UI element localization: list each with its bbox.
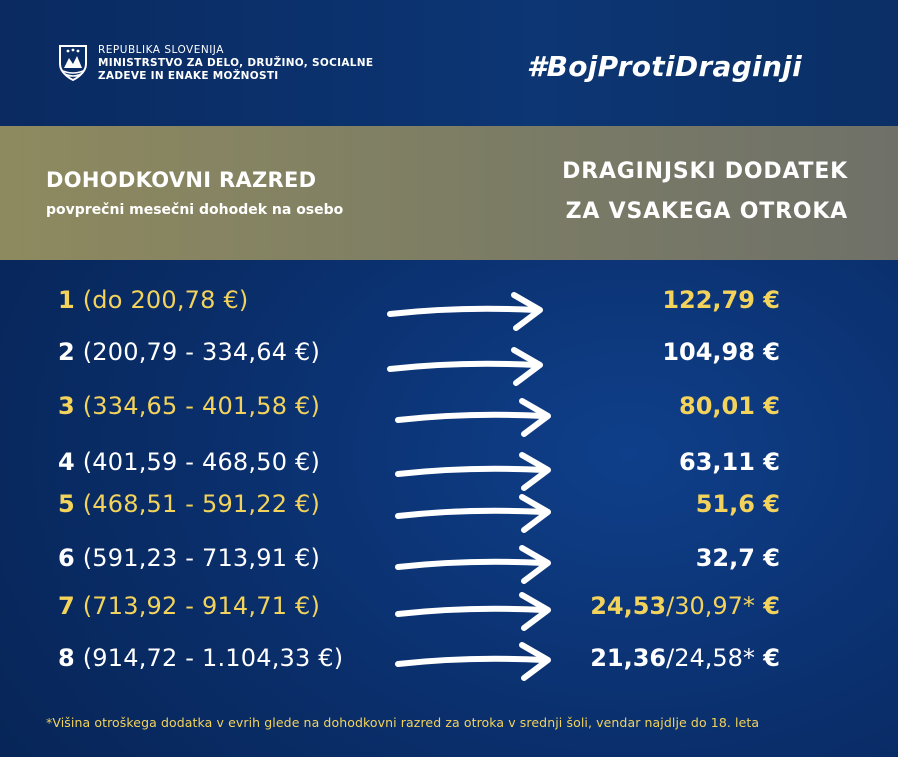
income-class-label: 8 (914,72 - 1.104,33 €) — [58, 644, 343, 672]
amount-alt-value: /30,97* — [666, 592, 755, 620]
amount-currency: € — [754, 644, 780, 672]
allowance-amount: 24,53/30,97* € — [590, 592, 780, 620]
income-range: (591,23 - 713,91 €) — [74, 544, 321, 572]
amount-value: 63,11 € — [679, 448, 780, 476]
amount-value: 32,7 € — [695, 544, 780, 572]
arrow-right-icon — [387, 292, 543, 331]
allowance-amount: 80,01 € — [679, 392, 780, 420]
income-class-label: 6 (591,23 - 713,91 €) — [58, 544, 320, 572]
income-class-subtitle: povprečni mesečni dohodek na osebo — [46, 202, 344, 218]
org-line-3: ZADEVE IN ENAKE MOŽNOSTI — [98, 70, 279, 82]
header-bar: REPUBLIKA SLOVENIJA MINISTRSTVO ZA DELO,… — [0, 0, 898, 126]
allowance-amount: 32,7 € — [696, 544, 780, 572]
allowance-header: DRAGINJSKI DODATEK ZA VSAKEGA OTROKA — [562, 152, 848, 232]
arrow-right-icon — [395, 398, 551, 437]
arrow-right-icon — [395, 642, 551, 681]
amount-value: 80,01 € — [679, 392, 780, 420]
column-header-band: DOHODKOVNI RAZRED povprečni mesečni doho… — [0, 126, 898, 260]
income-row: 5 (468,51 - 591,22 €) 51,6 € — [0, 486, 898, 536]
arrow-right-icon — [395, 545, 551, 584]
income-range: (200,79 - 334,64 €) — [74, 338, 321, 366]
allowance-amount: 122,79 € — [662, 286, 780, 314]
arrow-right-icon — [395, 494, 551, 533]
hashtag: #BojProtiDraginji — [526, 50, 802, 83]
slovenian-coat-of-arms-icon — [59, 45, 87, 82]
allowance-amount: 63,11 € — [679, 448, 780, 476]
amount-value: 104,98 € — [662, 338, 780, 366]
footnote: *Višina otroškega dodatka v evrih glede … — [46, 715, 760, 730]
class-number: 4 — [58, 448, 75, 476]
income-class-header: DOHODKOVNI RAZRED povprečni mesečni doho… — [46, 168, 343, 218]
income-row: 7 (713,92 - 914,71 €) 24,53/30,97* € — [0, 588, 898, 638]
amount-value: 51,6 € — [695, 490, 780, 518]
class-number: 2 — [58, 338, 75, 366]
income-class-label: 1 (do 200,78 €) — [58, 286, 248, 314]
income-range: (334,65 - 401,58 €) — [74, 392, 321, 420]
income-class-label: 4 (401,59 - 468,50 €) — [58, 448, 320, 476]
class-number: 8 — [58, 644, 75, 672]
amount-value: 24,53 — [590, 592, 667, 620]
income-class-label: 2 (200,79 - 334,64 €) — [58, 338, 320, 366]
class-number: 3 — [58, 392, 75, 420]
amount-value: 122,79 € — [662, 286, 780, 314]
income-range: (713,92 - 914,71 €) — [74, 592, 321, 620]
class-number: 7 — [58, 592, 75, 620]
class-number: 6 — [58, 544, 75, 572]
income-range: (do 200,78 €) — [74, 286, 249, 314]
amount-value: 21,36 — [590, 644, 667, 672]
arrow-right-icon — [395, 452, 551, 491]
amount-alt-value: /24,58* — [666, 644, 755, 672]
income-row: 4 (401,59 - 468,50 €) 63,11 € — [0, 444, 898, 494]
income-range: (914,72 - 1.104,33 €) — [74, 644, 344, 672]
income-row: 8 (914,72 - 1.104,33 €) 21,36/24,58* € — [0, 640, 898, 690]
income-class-title: DOHODKOVNI RAZRED — [46, 168, 317, 192]
arrow-right-icon — [387, 347, 543, 386]
income-class-label: 3 (334,65 - 401,58 €) — [58, 392, 320, 420]
class-number: 1 — [58, 286, 75, 314]
income-row: 3 (334,65 - 401,58 €) 80,01 € — [0, 388, 898, 438]
income-row: 1 (do 200,78 €) 122,79 € — [0, 282, 898, 332]
income-range: (468,51 - 591,22 €) — [74, 490, 321, 518]
income-class-label: 5 (468,51 - 591,22 €) — [58, 490, 320, 518]
allowance-title-line-2: ZA VSAKEGA OTROKA — [565, 199, 848, 224]
allowance-amount: 51,6 € — [696, 490, 780, 518]
income-class-label: 7 (713,92 - 914,71 €) — [58, 592, 320, 620]
ministry-name: REPUBLIKA SLOVENIJA MINISTRSTVO ZA DELO,… — [98, 44, 373, 83]
allowance-amount: 21,36/24,58* € — [590, 644, 780, 672]
ministry-logo: REPUBLIKA SLOVENIJA MINISTRSTVO ZA DELO,… — [58, 44, 373, 83]
class-number: 5 — [58, 490, 75, 518]
income-row: 2 (200,79 - 334,64 €) 104,98 € — [0, 334, 898, 384]
arrow-right-icon — [395, 592, 551, 631]
income-row: 6 (591,23 - 713,91 €) 32,7 € — [0, 540, 898, 590]
allowance-title-line-1: DRAGINJSKI DODATEK — [562, 159, 848, 184]
income-range: (401,59 - 468,50 €) — [74, 448, 321, 476]
amount-currency: € — [754, 592, 780, 620]
org-line-1: REPUBLIKA SLOVENIJA — [98, 44, 224, 56]
org-line-2: MINISTRSTVO ZA DELO, DRUŽINO, SOCIALNE — [98, 57, 374, 69]
allowance-amount: 104,98 € — [662, 338, 780, 366]
